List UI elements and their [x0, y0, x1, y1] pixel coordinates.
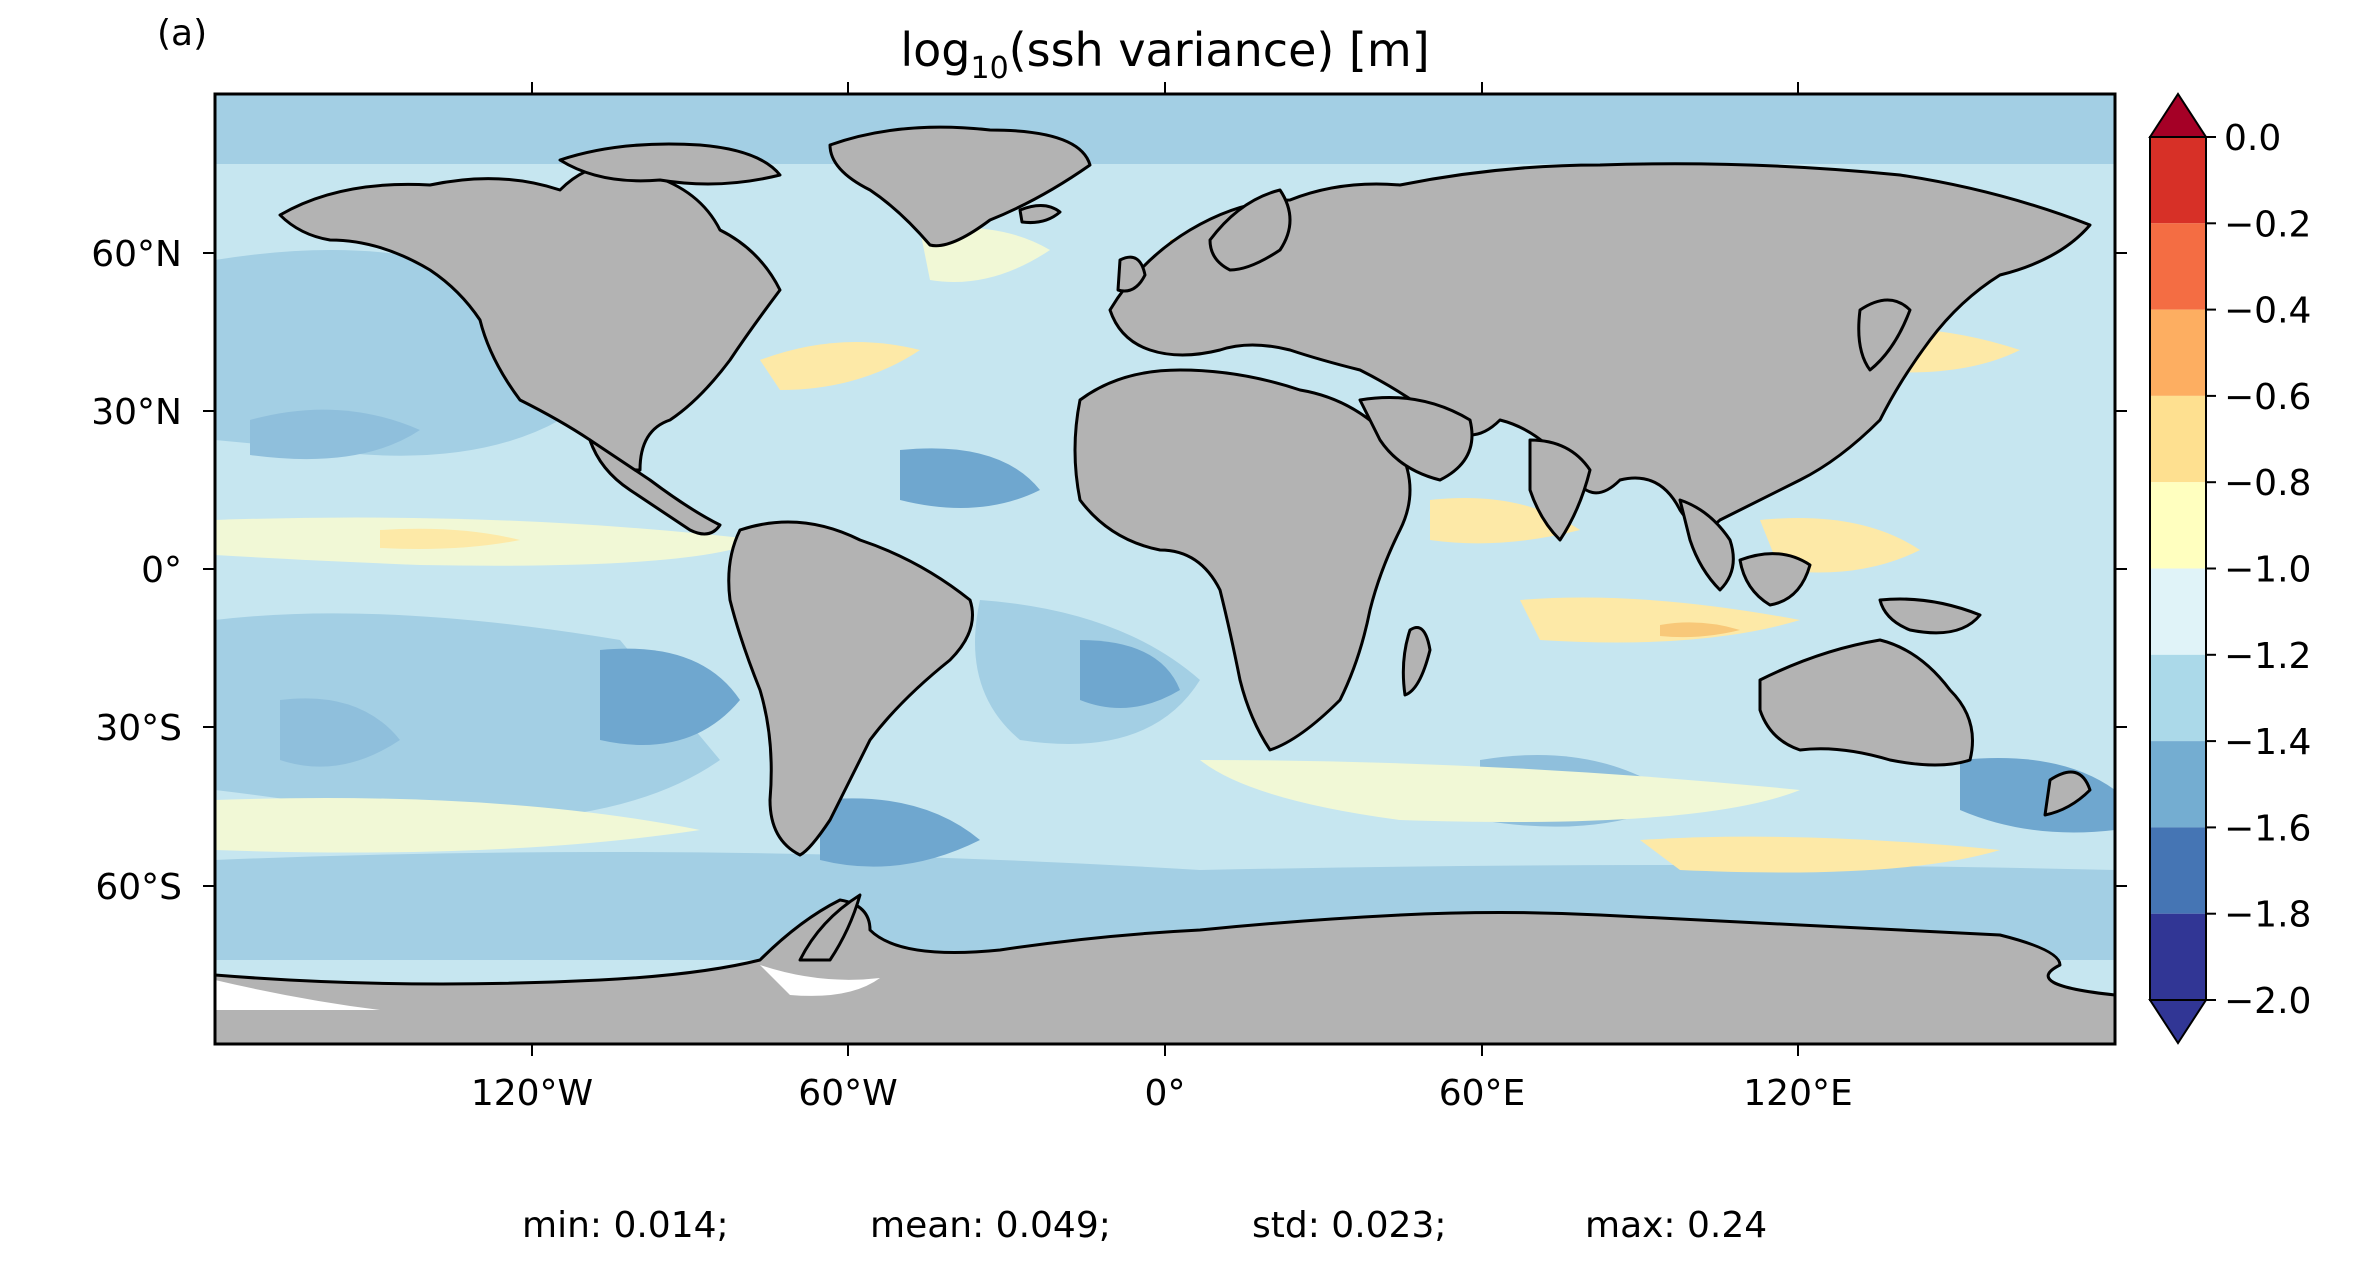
ice-shelf-patch	[215, 980, 380, 1010]
panel-label: (a)	[157, 13, 207, 54]
colorbar-tick-label: −1.2	[2224, 636, 2311, 677]
lon-tick-label: 60°E	[1439, 1073, 1526, 1114]
colorbar-tick-label: −1.4	[2224, 722, 2311, 763]
land-southeast-asia	[1678, 498, 1735, 592]
land-antarctica	[215, 898, 2115, 1044]
north-pacific-low	[250, 409, 420, 460]
stat-max: max: 0.24	[1585, 1205, 1767, 1246]
acc-band-3	[1640, 836, 2000, 873]
colorbar-over-triangle	[2148, 92, 2208, 138]
land-india	[1528, 438, 1592, 542]
southern-ocean-low	[820, 798, 980, 867]
acc-band-2	[1200, 760, 1800, 822]
colorbar-band	[2150, 654, 2206, 742]
south-pacific-low	[600, 648, 740, 745]
colorbar-tick-label: −0.2	[2224, 204, 2311, 245]
acc-band-1	[215, 798, 700, 853]
colorbar-band	[2150, 827, 2206, 914]
land-borneo	[1738, 552, 1812, 607]
colorbar-ticks: 0.0 −0.2 −0.4 −0.6 −0.8 −1.0 −1.2 −1.4 −1.6 −1.8 −…	[2206, 118, 2311, 1022]
south-pacific-low-2	[280, 698, 400, 767]
colorbar-band	[2150, 913, 2206, 1000]
lon-tick-label: 120°W	[471, 1073, 593, 1114]
map-panel	[215, 94, 2115, 1044]
stats-line: min: 0.014; mean: 0.049; std: 0.023; max…	[522, 1205, 1767, 1246]
colorbar-band	[2150, 223, 2206, 310]
colorbar-band	[2150, 395, 2206, 483]
land-iceland	[1018, 204, 1062, 224]
weddell-patch	[760, 965, 880, 996]
lat-tick-label: 30°S	[95, 708, 182, 749]
equatorial-pacific-core	[380, 528, 520, 549]
colorbar-band	[2150, 568, 2206, 655]
colorbar-tick-label: −0.6	[2224, 377, 2311, 418]
map-title: log10(ssh variance) [m]	[900, 23, 1429, 86]
colorbar-tick-label: −0.4	[2224, 291, 2311, 332]
land-south-america	[727, 520, 974, 857]
gulf-stream-band	[760, 342, 920, 390]
indian-ocean-core	[1660, 622, 1740, 638]
land-japan	[1857, 298, 1912, 372]
lon-tick-label: 60°W	[798, 1073, 897, 1114]
colorbar-under-triangle	[2148, 999, 2208, 1045]
arctic-band	[215, 94, 2115, 164]
colorbar-tick-label: −1.8	[2224, 895, 2311, 936]
stat-min: min: 0.014;	[522, 1205, 729, 1246]
land-australia	[1758, 638, 1974, 767]
colorbar-band	[2150, 482, 2206, 569]
lat-tick-label: 60°S	[95, 867, 182, 908]
colorbar: 0.0 −0.2 −0.4 −0.6 −0.8 −1.0 −1.2 −1.4 −1.6 −1.8 −…	[2148, 92, 2311, 1045]
land-africa	[1073, 368, 1412, 752]
lat-tick-label: 60°N	[91, 234, 182, 275]
colorbar-tick-label: 0.0	[2224, 118, 2281, 159]
colorbar-band	[2150, 137, 2206, 224]
lon-tick-label: 0°	[1145, 1073, 1186, 1114]
land-greenland	[828, 125, 1092, 248]
colorbar-tick-label: −1.0	[2224, 550, 2311, 591]
land-canadian-arctic	[558, 142, 782, 186]
stat-std: std: 0.023;	[1252, 1205, 1446, 1246]
colorbar-tick-label: −1.6	[2224, 808, 2311, 849]
colorbar-tick-label: −2.0	[2224, 981, 2311, 1022]
lon-axis: 120°W 60°W 0° 60°E 120°E	[471, 82, 1853, 1114]
land	[215, 125, 2115, 1044]
south-atlantic-low	[1080, 640, 1180, 708]
colorbar-band	[2150, 309, 2206, 396]
north-atlantic-low	[900, 448, 1040, 508]
land-new-guinea	[1878, 597, 1982, 635]
land-antarctic-peninsula	[798, 893, 862, 962]
land-europe-asia	[1108, 162, 2092, 530]
colorbar-bands	[2150, 137, 2206, 1000]
colorbar-band	[2150, 741, 2206, 828]
land-north-america	[278, 163, 782, 472]
land-new-zealand	[2043, 770, 2092, 817]
title-subscript: 10	[970, 51, 1008, 86]
land-madagascar	[1401, 626, 1432, 697]
colorbar-tick-label: −0.8	[2224, 463, 2311, 504]
land-central-america	[588, 438, 722, 536]
lat-axis: 60°N 30°N 0° 30°S 60°S	[91, 234, 2127, 908]
lat-tick-label: 0°	[141, 550, 182, 591]
south-pacific-region	[215, 613, 720, 822]
lat-tick-label: 30°N	[91, 392, 182, 433]
land-uk	[1116, 255, 1147, 293]
stat-mean: mean: 0.049;	[870, 1205, 1111, 1246]
land-scandinavia	[1208, 188, 1292, 272]
land-arabia	[1358, 396, 1474, 482]
arabian-sea-band	[1430, 498, 1580, 544]
lon-tick-label: 120°E	[1743, 1073, 1852, 1114]
